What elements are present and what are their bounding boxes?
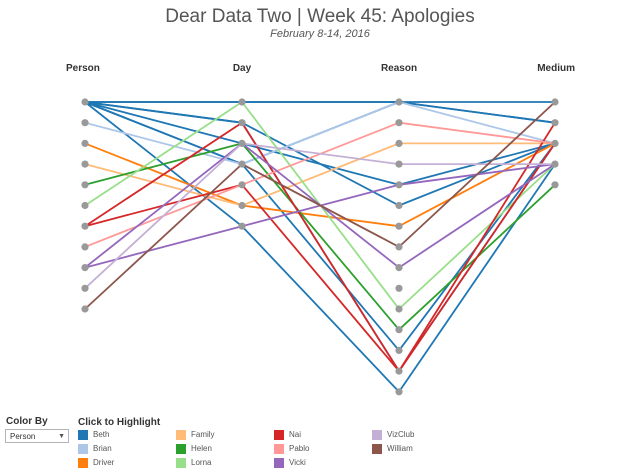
node-day-2[interactable]	[238, 139, 246, 147]
node-reason-8[interactable]	[395, 264, 403, 272]
node-person-7[interactable]	[81, 243, 89, 251]
axis-label-day: Day	[233, 63, 252, 74]
series-line-family[interactable]	[84, 142, 555, 207]
node-day-3[interactable]	[238, 160, 246, 168]
legend-item-pablo[interactable]: Pablo	[274, 443, 309, 455]
node-reason-3[interactable]	[395, 160, 403, 168]
legend-swatch	[274, 444, 284, 454]
legend-label: Pablo	[289, 444, 310, 453]
node-reason-5[interactable]	[395, 201, 403, 210]
legend-swatch	[78, 444, 88, 454]
legend-label: Vicki	[289, 458, 306, 467]
node-reason-4[interactable]	[395, 181, 403, 189]
axis-label-person: Person	[66, 63, 100, 74]
node-reason-13[interactable]	[395, 367, 403, 375]
legend-item-brian[interactable]: Brian	[78, 443, 112, 455]
node-day-1[interactable]	[238, 119, 246, 127]
color-by-dropdown[interactable]: Person ▼	[5, 429, 69, 443]
node-day-4[interactable]	[238, 181, 246, 189]
node-reason-12[interactable]	[395, 346, 403, 354]
node-reason-11[interactable]	[395, 326, 403, 334]
legend-item-driver[interactable]: Driver	[78, 457, 114, 469]
node-person-8[interactable]	[81, 264, 89, 272]
legend-item-lorna[interactable]: Lorna	[176, 457, 211, 469]
node-reason-6[interactable]	[395, 222, 403, 230]
legend-label: Lorna	[191, 458, 212, 467]
legend-label: William	[387, 444, 413, 453]
chart-title: Dear Data Two | Week 45: Apologies	[165, 6, 475, 27]
node-reason-2[interactable]	[395, 139, 403, 147]
axis-labels: Person Day Reason Medium	[66, 63, 575, 74]
chart-subtitle: February 8-14, 2016	[270, 28, 370, 40]
node-day-6[interactable]	[238, 222, 246, 230]
axis-label-medium: Medium	[537, 63, 575, 74]
node-medium-2[interactable]	[551, 139, 559, 147]
node-reason-0[interactable]	[395, 98, 403, 106]
legend-swatch	[176, 458, 186, 468]
legend-swatch	[176, 444, 186, 454]
series-line-brian[interactable]	[84, 101, 556, 166]
legend-swatch	[78, 458, 88, 468]
legend-item-helen[interactable]: Helen	[176, 443, 212, 455]
legend-label: Family	[191, 430, 215, 439]
node-person-0[interactable]	[81, 98, 89, 106]
node-reason-9[interactable]	[395, 284, 403, 292]
legend-item-beth[interactable]: Beth	[78, 429, 109, 441]
legend-label: Beth	[93, 430, 110, 439]
node-reason-1[interactable]	[395, 119, 403, 127]
axis-label-reason: Reason	[381, 63, 417, 74]
legend-item-william[interactable]: William	[372, 443, 413, 455]
node-reason-14[interactable]	[395, 388, 403, 396]
legend-label: Nai	[289, 430, 302, 439]
node-day-0[interactable]	[238, 98, 246, 106]
legend-swatch	[78, 430, 88, 440]
color-by-selected-value: Person	[10, 432, 36, 441]
node-person-6[interactable]	[81, 222, 89, 230]
node-person-3[interactable]	[81, 160, 89, 168]
node-person-4[interactable]	[81, 181, 89, 189]
series-line-vizclub[interactable]	[84, 142, 555, 289]
legend-swatch	[372, 430, 382, 440]
node-person-1[interactable]	[81, 119, 89, 127]
axis-nodes	[81, 98, 559, 396]
series-line-driver[interactable]	[84, 142, 556, 228]
legend-title: Click to Highlight	[78, 417, 161, 428]
color-by-label: Color By	[6, 416, 48, 427]
legend-swatch	[372, 444, 382, 454]
node-day-5[interactable]	[238, 201, 246, 210]
legend-swatch	[274, 458, 284, 468]
node-person-2[interactable]	[81, 139, 89, 147]
legend-label: Helen	[191, 444, 212, 453]
series-lines	[84, 101, 556, 393]
node-person-5[interactable]	[81, 201, 89, 210]
legend-swatch	[274, 430, 284, 440]
legend-item-vicki[interactable]: Vicki	[274, 457, 306, 469]
legend-swatch	[176, 430, 186, 440]
legend-item-vizclub[interactable]: VizClub	[372, 429, 414, 441]
legend-item-nai[interactable]: Nai	[274, 429, 301, 441]
series-line-william[interactable]	[84, 101, 556, 310]
node-reason-10[interactable]	[395, 305, 403, 313]
series-line-nai[interactable]	[84, 121, 556, 373]
legend-label: VizClub	[387, 430, 415, 439]
series-line-beth[interactable]	[85, 101, 556, 124]
node-person-10[interactable]	[81, 305, 89, 313]
node-medium-1[interactable]	[551, 119, 559, 127]
node-medium-0[interactable]	[551, 98, 559, 106]
node-medium-4[interactable]	[551, 181, 559, 189]
series-line-beth[interactable]	[84, 101, 556, 352]
node-person-9[interactable]	[81, 284, 89, 292]
node-reason-7[interactable]	[395, 243, 403, 251]
node-medium-3[interactable]	[551, 160, 559, 168]
chevron-down-icon: ▼	[58, 433, 65, 440]
legend-label: Brian	[93, 444, 112, 453]
legend-item-family[interactable]: Family	[176, 429, 215, 441]
legend-label: Driver	[93, 458, 115, 467]
